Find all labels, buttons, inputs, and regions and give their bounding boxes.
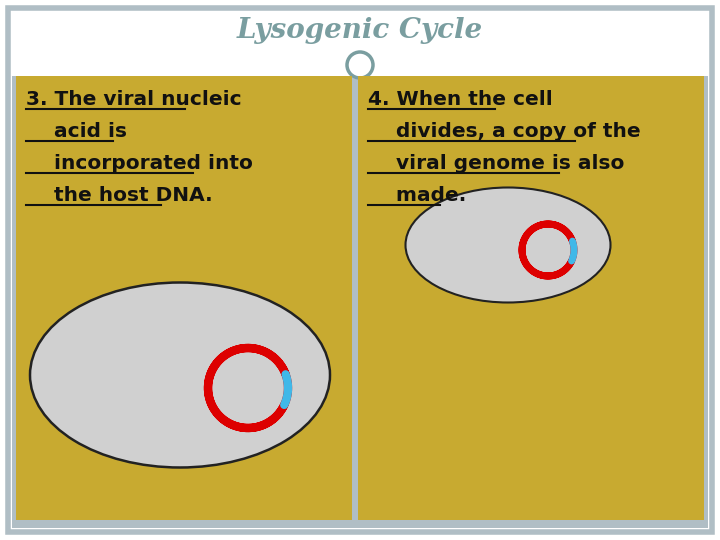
Text: 3. The viral nucleic: 3. The viral nucleic <box>26 90 242 109</box>
Text: made.: made. <box>368 186 473 205</box>
Text: 4. When the cell: 4. When the cell <box>368 90 553 109</box>
Text: the host DNA.: the host DNA. <box>26 186 212 205</box>
Ellipse shape <box>405 187 611 302</box>
Bar <box>12 12 708 76</box>
Bar <box>16 76 352 524</box>
Text: divides, a copy of the: divides, a copy of the <box>368 122 641 141</box>
Text: viral genome is also: viral genome is also <box>368 154 624 173</box>
Ellipse shape <box>30 282 330 468</box>
Bar <box>358 76 704 524</box>
Text: incorporated into: incorporated into <box>26 154 253 173</box>
Text: Lysogenic Cycle: Lysogenic Cycle <box>237 17 483 44</box>
Ellipse shape <box>347 52 373 78</box>
Text: acid is: acid is <box>26 122 127 141</box>
Bar <box>12 520 708 528</box>
